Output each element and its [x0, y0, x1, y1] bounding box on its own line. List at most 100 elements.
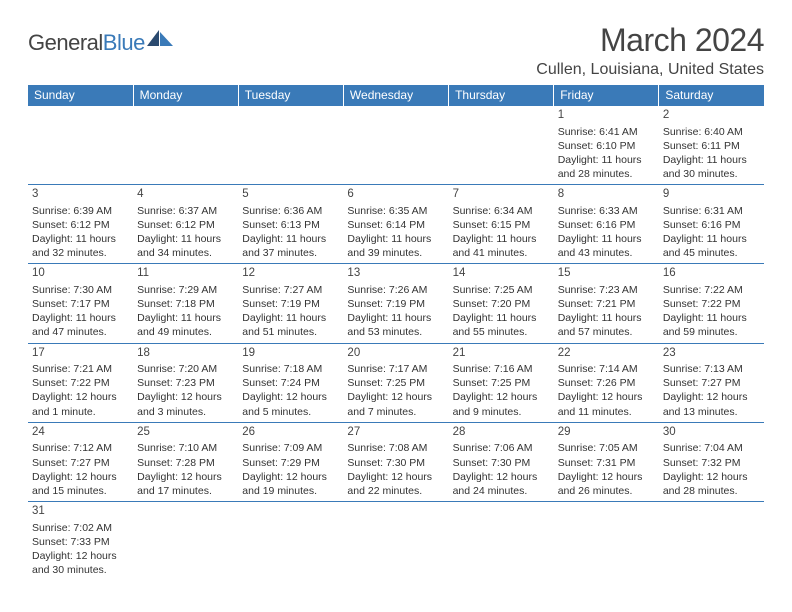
- daylight-text: and 39 minutes.: [347, 246, 444, 260]
- daylight-text: Daylight: 11 hours: [453, 311, 550, 325]
- sunset-text: Sunset: 7:20 PM: [453, 297, 550, 311]
- calendar-cell: 8Sunrise: 6:33 AMSunset: 6:16 PMDaylight…: [554, 185, 659, 264]
- daylight-text: and 34 minutes.: [137, 246, 234, 260]
- sunrise-text: Sunrise: 7:30 AM: [32, 283, 129, 297]
- sunset-text: Sunset: 7:30 PM: [453, 456, 550, 470]
- sunset-text: Sunset: 6:14 PM: [347, 218, 444, 232]
- calendar-cell: [449, 502, 554, 581]
- sunrise-text: Sunrise: 6:41 AM: [558, 125, 655, 139]
- daylight-text: Daylight: 11 hours: [32, 311, 129, 325]
- daylight-text: Daylight: 11 hours: [558, 232, 655, 246]
- day-number: 25: [137, 425, 234, 441]
- daylight-text: and 43 minutes.: [558, 246, 655, 260]
- day-number: 9: [663, 187, 760, 203]
- sunrise-text: Sunrise: 6:33 AM: [558, 204, 655, 218]
- day-header: Sunday: [28, 85, 133, 106]
- calendar-cell: 16Sunrise: 7:22 AMSunset: 7:22 PMDayligh…: [659, 264, 764, 343]
- sunrise-text: Sunrise: 7:17 AM: [347, 362, 444, 376]
- calendar-cell: 30Sunrise: 7:04 AMSunset: 7:32 PMDayligh…: [659, 422, 764, 501]
- sunset-text: Sunset: 7:18 PM: [137, 297, 234, 311]
- day-header: Monday: [133, 85, 238, 106]
- day-number: 4: [137, 187, 234, 203]
- sunset-text: Sunset: 7:30 PM: [347, 456, 444, 470]
- sunrise-text: Sunrise: 7:04 AM: [663, 441, 760, 455]
- calendar-cell: 1Sunrise: 6:41 AMSunset: 6:10 PMDaylight…: [554, 106, 659, 185]
- sunrise-text: Sunrise: 7:21 AM: [32, 362, 129, 376]
- daylight-text: and 32 minutes.: [32, 246, 129, 260]
- day-number: 1: [558, 108, 655, 124]
- day-number: 11: [137, 266, 234, 282]
- sunset-text: Sunset: 6:16 PM: [558, 218, 655, 232]
- calendar-cell: 18Sunrise: 7:20 AMSunset: 7:23 PMDayligh…: [133, 343, 238, 422]
- day-number: 21: [453, 346, 550, 362]
- calendar-head: Sunday Monday Tuesday Wednesday Thursday…: [28, 85, 764, 106]
- day-number: 3: [32, 187, 129, 203]
- sunset-text: Sunset: 7:31 PM: [558, 456, 655, 470]
- daylight-text: Daylight: 12 hours: [558, 470, 655, 484]
- day-number: 24: [32, 425, 129, 441]
- sunset-text: Sunset: 7:28 PM: [137, 456, 234, 470]
- daylight-text: Daylight: 11 hours: [663, 232, 760, 246]
- calendar-cell: [659, 502, 764, 581]
- daylight-text: and 19 minutes.: [242, 484, 339, 498]
- logo-text-part1: General: [28, 30, 103, 55]
- calendar-cell: [554, 502, 659, 581]
- sunrise-text: Sunrise: 7:27 AM: [242, 283, 339, 297]
- logo-sail-icon: [146, 29, 174, 47]
- calendar-cell: 14Sunrise: 7:25 AMSunset: 7:20 PMDayligh…: [449, 264, 554, 343]
- calendar-cell: [343, 106, 448, 185]
- daylight-text: Daylight: 12 hours: [558, 390, 655, 404]
- sunset-text: Sunset: 7:23 PM: [137, 376, 234, 390]
- calendar-row: 24Sunrise: 7:12 AMSunset: 7:27 PMDayligh…: [28, 422, 764, 501]
- daylight-text: and 51 minutes.: [242, 325, 339, 339]
- sunset-text: Sunset: 7:22 PM: [32, 376, 129, 390]
- daylight-text: and 28 minutes.: [663, 484, 760, 498]
- sunrise-text: Sunrise: 6:40 AM: [663, 125, 760, 139]
- daylight-text: Daylight: 11 hours: [663, 311, 760, 325]
- calendar-row: 1Sunrise: 6:41 AMSunset: 6:10 PMDaylight…: [28, 106, 764, 185]
- day-number: 30: [663, 425, 760, 441]
- daylight-text: Daylight: 11 hours: [32, 232, 129, 246]
- day-number: 26: [242, 425, 339, 441]
- day-header: Wednesday: [343, 85, 448, 106]
- daylight-text: and 28 minutes.: [558, 167, 655, 181]
- calendar-cell: 19Sunrise: 7:18 AMSunset: 7:24 PMDayligh…: [238, 343, 343, 422]
- daylight-text: Daylight: 11 hours: [242, 232, 339, 246]
- daylight-text: Daylight: 12 hours: [347, 390, 444, 404]
- day-number: 29: [558, 425, 655, 441]
- daylight-text: Daylight: 12 hours: [663, 390, 760, 404]
- sunrise-text: Sunrise: 6:37 AM: [137, 204, 234, 218]
- daylight-text: Daylight: 11 hours: [558, 311, 655, 325]
- daylight-text: and 5 minutes.: [242, 405, 339, 419]
- sunset-text: Sunset: 6:16 PM: [663, 218, 760, 232]
- daylight-text: Daylight: 12 hours: [242, 390, 339, 404]
- sunset-text: Sunset: 7:19 PM: [242, 297, 339, 311]
- daylight-text: and 41 minutes.: [453, 246, 550, 260]
- daylight-text: and 7 minutes.: [347, 405, 444, 419]
- sunset-text: Sunset: 6:15 PM: [453, 218, 550, 232]
- calendar-cell: 15Sunrise: 7:23 AMSunset: 7:21 PMDayligh…: [554, 264, 659, 343]
- day-number: 31: [32, 504, 129, 520]
- daylight-text: and 45 minutes.: [663, 246, 760, 260]
- sunset-text: Sunset: 6:12 PM: [137, 218, 234, 232]
- day-number: 6: [347, 187, 444, 203]
- sunrise-text: Sunrise: 7:08 AM: [347, 441, 444, 455]
- calendar-cell: 24Sunrise: 7:12 AMSunset: 7:27 PMDayligh…: [28, 422, 133, 501]
- day-number: 2: [663, 108, 760, 124]
- sunset-text: Sunset: 7:22 PM: [663, 297, 760, 311]
- daylight-text: Daylight: 12 hours: [137, 390, 234, 404]
- calendar-cell: 4Sunrise: 6:37 AMSunset: 6:12 PMDaylight…: [133, 185, 238, 264]
- daylight-text: and 30 minutes.: [32, 563, 129, 577]
- daylight-text: Daylight: 12 hours: [32, 549, 129, 563]
- sunrise-text: Sunrise: 7:18 AM: [242, 362, 339, 376]
- day-number: 14: [453, 266, 550, 282]
- day-number: 27: [347, 425, 444, 441]
- sunset-text: Sunset: 7:29 PM: [242, 456, 339, 470]
- calendar-cell: [28, 106, 133, 185]
- day-number: 12: [242, 266, 339, 282]
- calendar-cell: 23Sunrise: 7:13 AMSunset: 7:27 PMDayligh…: [659, 343, 764, 422]
- sunrise-text: Sunrise: 7:12 AM: [32, 441, 129, 455]
- sunrise-text: Sunrise: 7:25 AM: [453, 283, 550, 297]
- daylight-text: and 26 minutes.: [558, 484, 655, 498]
- calendar-cell: [449, 106, 554, 185]
